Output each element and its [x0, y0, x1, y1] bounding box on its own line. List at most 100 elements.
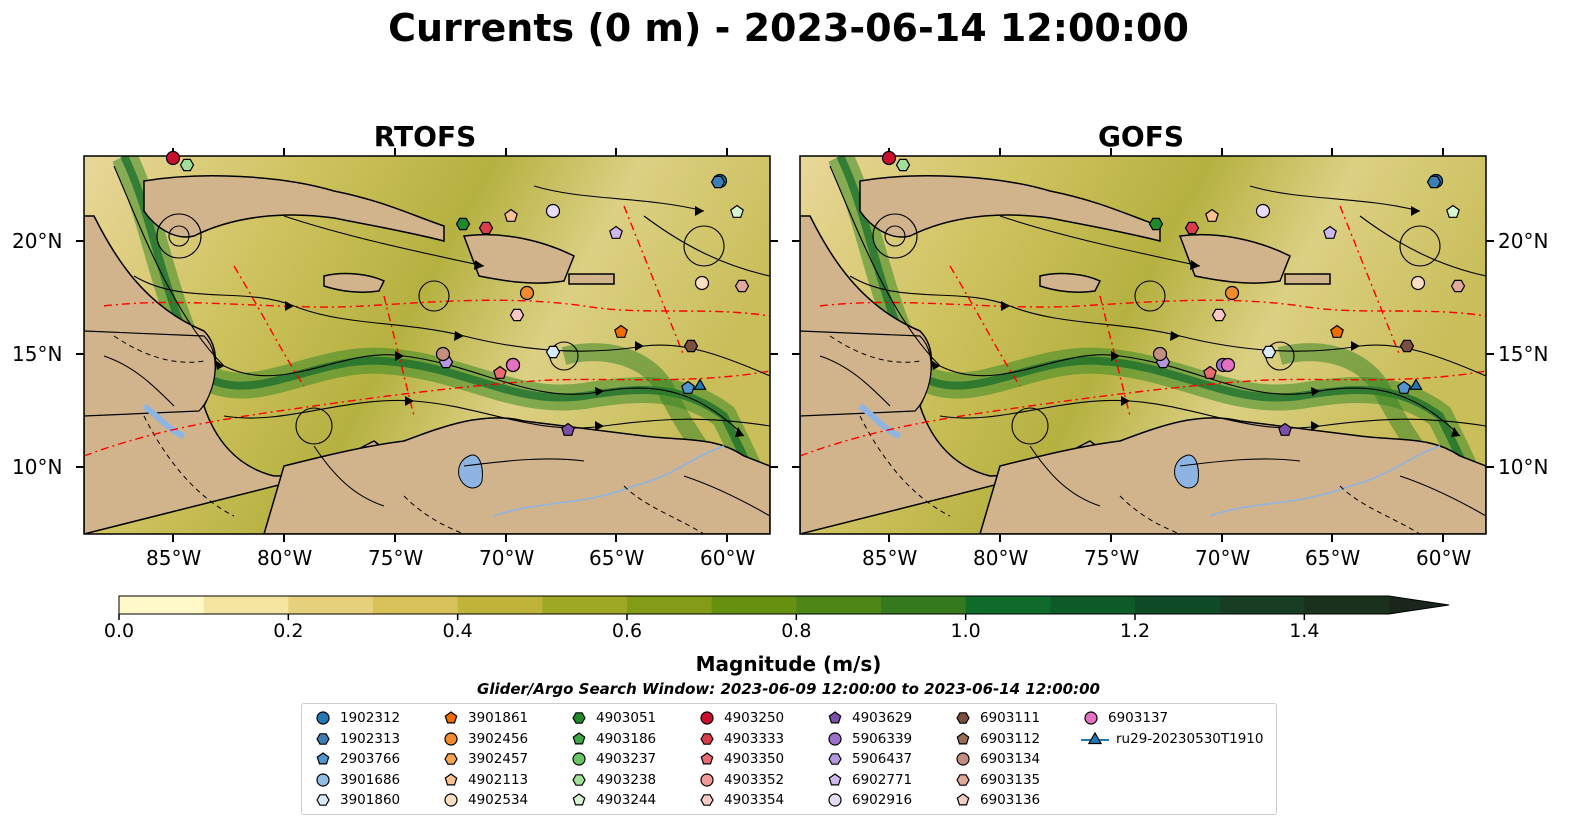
float-marker: [179, 158, 195, 172]
circle-marker-icon: [572, 752, 586, 766]
legend-item-4903250: 4903250: [696, 708, 784, 728]
legend-item-4903333: 4903333: [696, 729, 784, 749]
colorbar-segment: [119, 596, 205, 614]
lat-tick-label: 20°N: [12, 229, 63, 253]
legend-item-3901861: 3901861: [440, 708, 528, 728]
float-marker: [1205, 208, 1219, 222]
float-marker: [1148, 217, 1164, 231]
circle-marker-icon: [1084, 711, 1098, 725]
legend-item-4903350: 4903350: [696, 749, 784, 769]
legend-label: 4903333: [724, 730, 785, 747]
colorbar-segment: [1135, 596, 1221, 614]
colorbar-segment: [965, 596, 1051, 614]
panel-title-rtofs: RTOFS: [373, 120, 477, 153]
colorbar-segment: [881, 596, 967, 614]
legend-label: 4903250: [724, 710, 785, 726]
lon-tick-label: 85°W: [146, 546, 202, 570]
colorbar-segment: [796, 596, 882, 614]
float-marker: [493, 365, 507, 379]
float-marker: [1426, 175, 1442, 189]
float-marker: [681, 380, 695, 394]
float-marker: [683, 339, 699, 353]
legend-label: 4903629: [852, 710, 913, 726]
map-gofs: [800, 156, 1486, 534]
colorbar-tick: 0.6: [611, 620, 643, 642]
legend-item-1902312: 1902312: [312, 708, 400, 728]
hexagon-marker-icon: [572, 773, 586, 786]
colorbar-tick: 1.4: [1289, 620, 1320, 642]
circle-marker-icon: [444, 731, 458, 746]
hexagon-marker-icon: [828, 753, 842, 765]
pentagon-marker-icon: [444, 711, 458, 724]
legend-label: 3901861: [468, 710, 529, 726]
legend-item-6903136: 6903136: [952, 790, 1040, 810]
circle-marker-icon: [444, 793, 458, 807]
legend-item-ru29-20230530T1910: ru29-20230530T1910: [1080, 729, 1263, 749]
lon-tick-label: 65°W: [589, 546, 645, 570]
pentagon-marker-icon: [444, 773, 458, 786]
colorbar-segment: [373, 596, 459, 614]
hexagon-marker-icon: [572, 712, 586, 724]
colorbar-segment: [1219, 596, 1305, 614]
float-markers-rtofs: [165, 150, 750, 436]
float-marker: [1152, 346, 1168, 362]
legend-label: 4903186: [596, 730, 657, 747]
float-marker: [730, 204, 744, 218]
hexagon-marker-icon: [316, 794, 330, 807]
colorbar-segment: [203, 596, 289, 614]
lon-tick-label: 75°W: [1084, 546, 1140, 570]
float-marker: [1220, 357, 1236, 373]
lon-tick-label: 70°W: [479, 546, 535, 570]
pentagon-marker-icon: [956, 793, 970, 806]
legend-item-6902771: 6902771: [824, 770, 912, 790]
legend-label: ru29-20230530T1910: [1116, 730, 1264, 747]
lon-tick-label: 75°W: [368, 546, 424, 570]
colorbar-tick: 1.0: [950, 620, 981, 642]
hexagon-marker-icon: [444, 753, 458, 765]
legend-label: 4903352: [724, 771, 785, 788]
legend-item-4903352: 4903352: [696, 770, 784, 790]
float-marker: [614, 324, 628, 338]
legend-item-3902457: 3902457: [440, 749, 528, 769]
float-marker: [710, 175, 726, 189]
lat-tick-label: 10°N: [12, 455, 63, 479]
hexagon-marker-icon: [316, 732, 330, 745]
float-marker: [1184, 221, 1200, 235]
triangle-marker-icon: [1081, 731, 1109, 744]
legend-item-2903766: 2903766: [312, 749, 400, 769]
map-rtofs-frame: [83, 155, 771, 535]
float-marker: [504, 208, 518, 222]
legend-item-4903629: 4903629: [824, 708, 912, 728]
lon-tick-label: 80°W: [973, 546, 1029, 570]
legend-label: 6903137: [1108, 710, 1169, 726]
legend-item-4903354: 4903354: [696, 790, 784, 810]
float-marker: [881, 150, 897, 166]
pentagon-marker-icon: [572, 793, 586, 806]
hexagon-marker-icon: [956, 773, 970, 786]
colorbar: [118, 595, 1450, 620]
colorbar-tick: 0.8: [781, 620, 812, 642]
float-marker: [545, 345, 561, 359]
axis-ticks: [76, 148, 1494, 542]
colorbar-extend: [1389, 596, 1449, 614]
legend-label: 6903136: [980, 792, 1041, 809]
legend-item-3901686: 3901686: [312, 770, 400, 790]
figure-title: Currents (0 m) - 2023-06-14 12:00:00: [388, 6, 1189, 50]
circle-marker-icon: [700, 711, 714, 725]
colorbar-tick: 1.2: [1119, 620, 1151, 642]
float-marker: [1399, 339, 1415, 353]
search-window-text: Glider/Argo Search Window: 2023-06-09 12…: [477, 680, 1100, 698]
float-marker: [1409, 378, 1423, 390]
legend-label: 3902456: [468, 730, 529, 747]
legend-label: 6902771: [852, 771, 913, 788]
float-marker: [165, 150, 181, 166]
float-marker: [1330, 324, 1344, 338]
colorbar-segment: [288, 596, 374, 614]
circle-marker-icon: [316, 773, 330, 787]
float-marker: [509, 308, 525, 322]
legend-item-6902916: 6902916: [824, 790, 912, 810]
legend-label: 4902113: [468, 771, 529, 788]
float-marker: [478, 221, 494, 235]
legend-item-4903186: 4903186: [568, 729, 656, 749]
